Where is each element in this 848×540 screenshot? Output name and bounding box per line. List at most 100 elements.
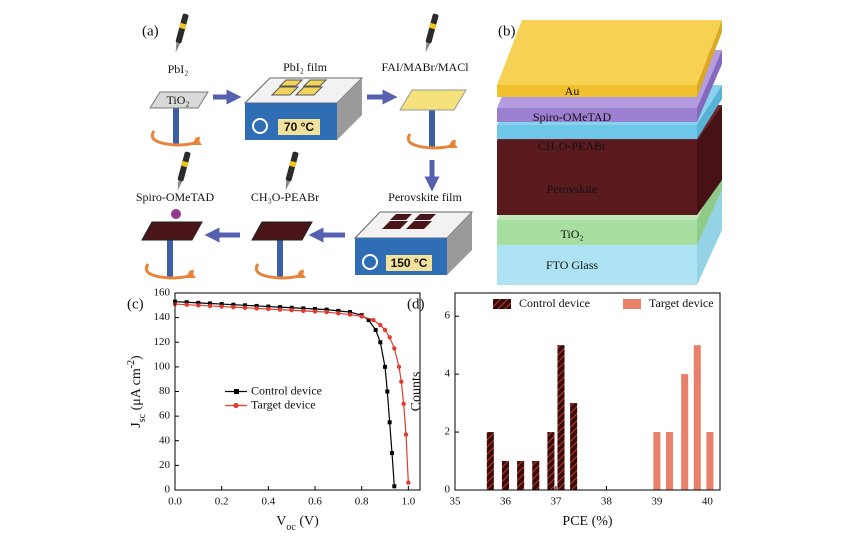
data-point xyxy=(254,306,259,311)
data-point xyxy=(399,379,404,384)
data-point xyxy=(378,340,383,345)
data-point xyxy=(301,308,306,314)
y-axis-label: Jsc (μA cm-2) xyxy=(126,355,148,428)
x-tick-label: 40 xyxy=(702,496,714,508)
x-tick-label: 39 xyxy=(651,496,663,508)
x-tick-label: 0.0 xyxy=(168,496,182,508)
label-part: J xyxy=(129,422,144,428)
bar xyxy=(693,345,701,490)
label-part: ) xyxy=(129,355,144,360)
legend-marker xyxy=(234,389,239,394)
x-tick-label: 0.6 xyxy=(308,496,322,508)
y-tick-label: 20 xyxy=(159,459,171,471)
panel-label: (d) xyxy=(407,296,425,312)
data-point xyxy=(219,302,224,307)
data-point xyxy=(359,314,364,319)
x-tick-label: 0.4 xyxy=(261,496,275,508)
legend-marker xyxy=(233,402,239,409)
bar xyxy=(665,432,674,490)
data-point xyxy=(383,364,387,369)
layer-label: Perovskite xyxy=(547,182,598,196)
x-tick-label: 36 xyxy=(500,496,512,508)
data-point xyxy=(387,335,392,340)
x-tick-label: 0.2 xyxy=(215,496,229,508)
y-tick-label: 100 xyxy=(154,360,171,372)
label-part: (μA cm xyxy=(129,368,144,414)
x-tick-label: 35 xyxy=(450,496,462,508)
y-tick-label: 80 xyxy=(159,385,171,397)
legend-label: Target device xyxy=(251,397,316,411)
step-label: PbI₂ xyxy=(168,62,189,76)
step-label: CH₃O-PEABr xyxy=(251,190,319,204)
data-point xyxy=(301,306,306,311)
data-point xyxy=(207,303,213,309)
data-point xyxy=(312,309,318,314)
panel-label: (a) xyxy=(142,23,159,39)
temperature: 150 °C xyxy=(391,256,428,270)
substrate-label: TiO₂ xyxy=(166,93,189,107)
y-tick-label: 4 xyxy=(445,368,451,380)
y-tick-label: 160 xyxy=(154,287,171,299)
legend-swatch xyxy=(623,299,641,309)
data-point xyxy=(385,389,390,394)
data-point xyxy=(242,305,248,310)
data-point xyxy=(196,303,201,308)
x-tick-label: 38 xyxy=(601,496,613,508)
data-point xyxy=(324,309,329,315)
data-point xyxy=(254,303,259,308)
data-point xyxy=(373,327,378,332)
data-point xyxy=(231,304,236,310)
step-label: Perovskite film xyxy=(388,190,462,204)
plot-frame xyxy=(174,292,421,491)
data-point xyxy=(231,302,236,307)
x-tick-label: 1.0 xyxy=(401,496,415,508)
data-point xyxy=(392,346,397,351)
panel-label: (b) xyxy=(498,23,516,39)
x-axis-label: Voc (V) xyxy=(276,514,319,533)
layer-label: Spiro-OMeTAD xyxy=(533,110,612,124)
data-point xyxy=(196,300,201,305)
data-point xyxy=(371,317,376,323)
data-point xyxy=(366,318,371,323)
label-part: V xyxy=(276,514,286,529)
layer-label: TiO₂ xyxy=(560,227,583,241)
bar xyxy=(557,345,565,490)
data-point xyxy=(390,451,394,456)
bar xyxy=(532,461,540,490)
bar xyxy=(501,461,510,490)
data-point xyxy=(324,307,329,312)
y-tick-label: 0 xyxy=(445,484,451,496)
data-point xyxy=(266,304,271,309)
label-part: oc xyxy=(286,522,296,533)
data-point xyxy=(406,480,411,485)
panel-a: (a) PbI₂ TiO₂ 70 °C PbI₂ film FAI/MABr/M… xyxy=(136,13,474,280)
panel-b: (b) xyxy=(497,20,722,285)
label-part: PCE (%) xyxy=(562,514,613,529)
y-tick-label: 2 xyxy=(445,426,451,438)
layer-label: FTO Glass xyxy=(546,258,598,272)
legend-label: Control device xyxy=(519,296,590,310)
data-point xyxy=(313,307,317,312)
temperature: 70 °C xyxy=(284,120,314,134)
data-point xyxy=(401,401,406,407)
data-point xyxy=(243,303,247,308)
bar xyxy=(517,461,525,490)
label-part: (V) xyxy=(296,514,319,529)
bar xyxy=(547,432,555,490)
data-point xyxy=(347,312,353,317)
legend-swatch xyxy=(493,299,511,309)
step-label: FAI/MABr/MACl xyxy=(381,60,469,74)
data-point xyxy=(277,307,283,312)
layer-label: Au xyxy=(565,84,580,98)
label-part: sc xyxy=(137,413,148,422)
x-tick-label: 37 xyxy=(550,496,562,508)
data-point xyxy=(266,306,271,312)
y-tick-label: 60 xyxy=(159,410,171,422)
x-axis-label: PCE (%) xyxy=(562,514,613,529)
y-tick-label: 0 xyxy=(165,484,171,496)
label-part: Counts xyxy=(409,372,424,412)
data-point xyxy=(403,432,409,437)
bar xyxy=(706,432,714,490)
x-tick-label: 0.8 xyxy=(355,496,369,508)
legend-label: Target device xyxy=(649,296,714,310)
